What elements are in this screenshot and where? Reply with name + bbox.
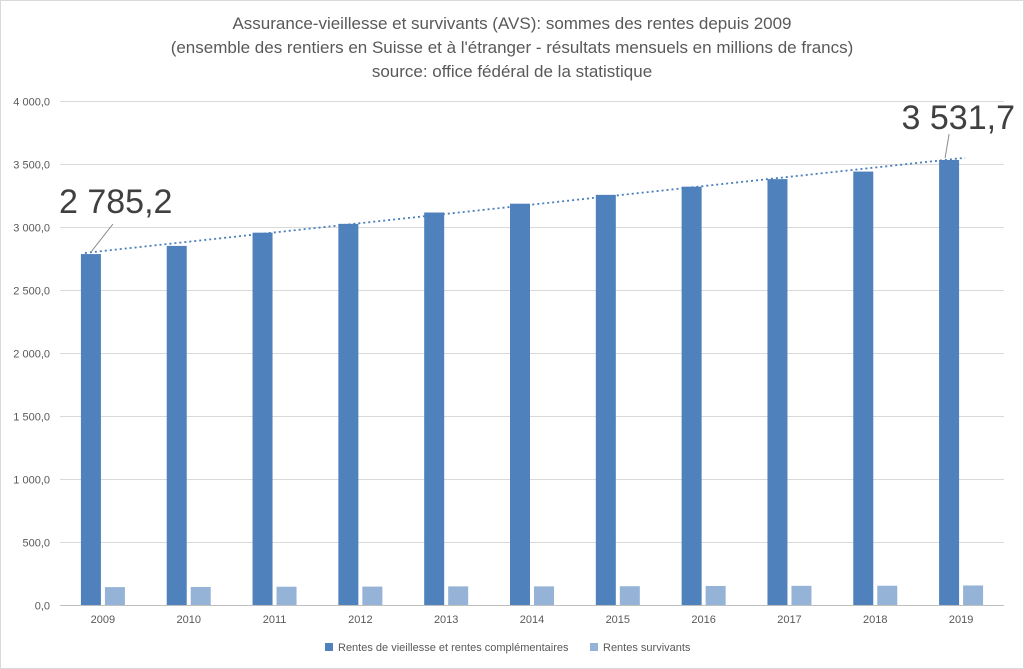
y-tick-label: 4 000,0 (13, 97, 50, 109)
bar-survivants (534, 586, 554, 605)
bar-survivants (619, 586, 640, 605)
chart-title-line-2: (ensemble des rentiers en Suisse et à l'… (171, 38, 854, 57)
x-tick-label: 2017 (777, 614, 801, 626)
bar-survivants (963, 585, 984, 605)
y-tick-label: 0,0 (35, 601, 50, 613)
x-tick-label: 2013 (434, 614, 458, 626)
legend-label-vieillesse: Rentes de vieillesse et rentes complémen… (338, 642, 569, 654)
x-tick-label: 2009 (91, 614, 115, 626)
x-tick-label: 2019 (949, 614, 973, 626)
chart-title: Assurance-vieillesse et survivants (AVS)… (171, 14, 854, 81)
y-tick-label: 3 500,0 (13, 160, 50, 172)
bar-survivants (877, 585, 898, 605)
legend-swatch-survivants (590, 643, 598, 651)
bar-vieillesse (681, 186, 702, 605)
legend: Rentes de vieillesse et rentes complémen… (325, 642, 691, 654)
callouts: 2 785,2 3 531,7 (59, 99, 1015, 253)
bar-vieillesse (510, 203, 530, 605)
x-tick-label: 2016 (691, 614, 715, 626)
x-tick-label: 2014 (520, 614, 544, 626)
bar-vieillesse (853, 171, 874, 605)
y-tick-label: 3 000,0 (13, 223, 50, 235)
chart-title-line-1: Assurance-vieillesse et survivants (AVS)… (232, 14, 791, 33)
x-axis-tick-labels: 2009 2010 2011 2012 2013 2014 2015 2016 2017 2018… (91, 614, 974, 626)
x-tick-label: 2018 (863, 614, 887, 626)
y-axis-tick-labels: 0,0 500,0 1 000,0 1 500,0 2 000,0 2 500,0 3 00… (13, 97, 50, 613)
bar-vieillesse (338, 223, 359, 605)
bar-vieillesse (252, 232, 273, 606)
callout-label: 3 531,7 (902, 99, 1015, 137)
x-tick-label: 2011 (263, 614, 287, 626)
x-tick-label: 2010 (176, 614, 200, 626)
callout-leader (944, 133, 950, 159)
y-tick-label: 1 000,0 (13, 475, 50, 487)
chart-title-line-3: source: office fédéral de la statistique (372, 62, 652, 81)
y-tick-label: 500,0 (22, 538, 50, 550)
bar-survivants (705, 585, 726, 605)
y-tick-label: 2 500,0 (13, 286, 50, 298)
bar-survivants (104, 587, 125, 605)
y-tick-label: 2 000,0 (13, 349, 50, 361)
y-tick-label: 1 500,0 (13, 412, 50, 424)
callout-leader (90, 223, 114, 253)
bar-vieillesse (767, 179, 788, 605)
callout-label: 2 785,2 (59, 183, 172, 221)
x-tick-label: 2015 (606, 614, 630, 626)
bar-vieillesse (939, 160, 960, 605)
bar-survivants (448, 586, 469, 605)
bar-survivants (190, 586, 211, 605)
bars (80, 160, 984, 606)
legend-label-survivants: Rentes survivants (603, 642, 691, 654)
bar-vieillesse (166, 245, 187, 605)
bar-survivants (791, 585, 812, 605)
gridlines (60, 101, 1004, 606)
x-tick-label: 2012 (348, 614, 372, 626)
bar-survivants (276, 586, 297, 605)
bar-vieillesse (424, 212, 445, 605)
bar-vieillesse (595, 194, 616, 605)
legend-swatch-vieillesse (325, 643, 333, 651)
bar-vieillesse (80, 254, 101, 605)
bar-survivants (362, 586, 383, 605)
